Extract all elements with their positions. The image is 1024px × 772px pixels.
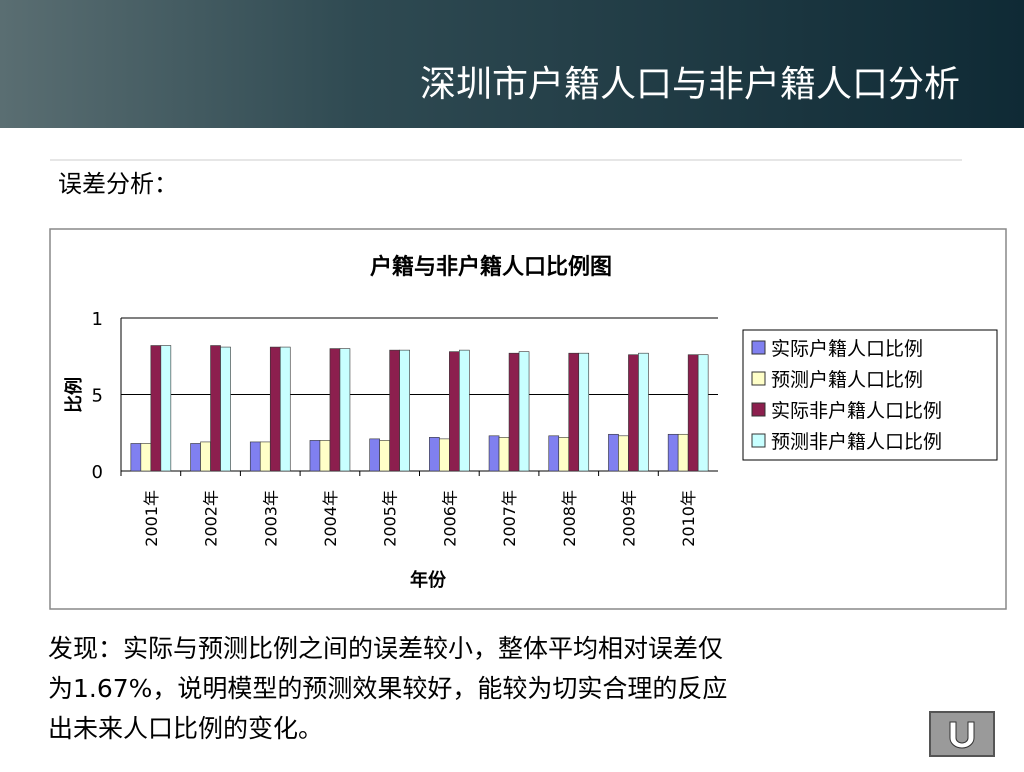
legend-box xyxy=(742,329,998,461)
bar xyxy=(439,438,450,472)
legend-swatch xyxy=(751,340,766,355)
return-icon[interactable] xyxy=(949,721,975,749)
bar xyxy=(389,349,400,472)
x-tick-label: 2006年 xyxy=(440,490,459,547)
bar xyxy=(319,440,331,472)
x-axis-label: 年份 xyxy=(410,569,447,591)
slide-title: 深圳市户籍人口与非户籍人口分析 xyxy=(420,64,960,105)
return-button[interactable] xyxy=(929,711,995,757)
bar xyxy=(548,435,560,472)
x-tick-label: 2001年 xyxy=(142,490,161,547)
bar xyxy=(697,354,709,472)
bar xyxy=(618,435,629,472)
bar xyxy=(449,351,460,472)
bar xyxy=(269,346,281,472)
x-tick-label: 2004年 xyxy=(321,490,340,547)
bar xyxy=(608,433,619,472)
x-tick-label: 2003年 xyxy=(261,490,280,547)
bar xyxy=(309,440,321,472)
legend-label: 实际非户籍人口比例 xyxy=(771,400,942,422)
legend-swatch xyxy=(751,371,766,386)
button-bg[interactable] xyxy=(929,711,995,757)
bar xyxy=(568,352,580,472)
x-tick-label: 2002年 xyxy=(202,490,221,547)
bar xyxy=(259,441,271,472)
chart-title: 户籍与非户籍人口比例图 xyxy=(370,254,612,280)
bar xyxy=(210,345,221,472)
y-axis-label: 比例 xyxy=(63,377,85,413)
legend-label: 预测户籍人口比例 xyxy=(771,369,923,391)
body-line: 发现：实际与预测比例之间的误差较小，整体平均相对误差仅 xyxy=(48,634,723,663)
bar xyxy=(558,437,570,472)
y-tick-label: 1 xyxy=(92,309,103,330)
bar xyxy=(488,435,500,472)
bar xyxy=(329,348,341,472)
bar xyxy=(249,441,261,472)
x-tick-label: 2005年 xyxy=(381,490,400,547)
bar xyxy=(130,443,142,472)
bar xyxy=(667,433,679,472)
bar xyxy=(339,348,351,472)
x-tick-label: 2008年 xyxy=(560,490,579,547)
bar xyxy=(150,345,162,472)
bar xyxy=(578,352,590,472)
bar xyxy=(429,437,440,472)
legend-label: 实际户籍人口比例 xyxy=(771,338,923,360)
y-tick-label: 5 xyxy=(92,386,103,407)
bar xyxy=(190,443,201,472)
bar xyxy=(687,354,699,472)
legend-label: 预测非户籍人口比例 xyxy=(771,431,942,453)
bar xyxy=(399,349,410,472)
bar xyxy=(498,437,510,472)
legend-swatch xyxy=(751,402,766,417)
bar xyxy=(200,441,211,472)
header-banner xyxy=(0,0,1024,128)
y-tick-label: 0 xyxy=(92,462,103,483)
bar xyxy=(518,351,530,472)
bar xyxy=(369,438,380,472)
bar xyxy=(628,354,639,472)
x-tick-label: 2007年 xyxy=(500,490,519,547)
body-line: 出未来人口比例的变化。 xyxy=(48,714,323,743)
bar xyxy=(379,440,390,472)
legend-swatch xyxy=(751,433,766,448)
bar xyxy=(160,345,172,472)
x-tick-label: 2009年 xyxy=(619,490,638,547)
bar xyxy=(677,433,689,472)
x-tick-label: 2010年 xyxy=(679,490,698,547)
body-line: 为1.67%，说明模型的预测效果较好，能较为切实合理的反应 xyxy=(48,674,727,703)
bar xyxy=(140,443,152,472)
bar xyxy=(279,346,291,472)
bar xyxy=(459,349,470,472)
bar xyxy=(220,346,231,472)
section-label: 误差分析： xyxy=(58,170,178,198)
bar xyxy=(638,352,649,472)
bar xyxy=(508,352,520,472)
